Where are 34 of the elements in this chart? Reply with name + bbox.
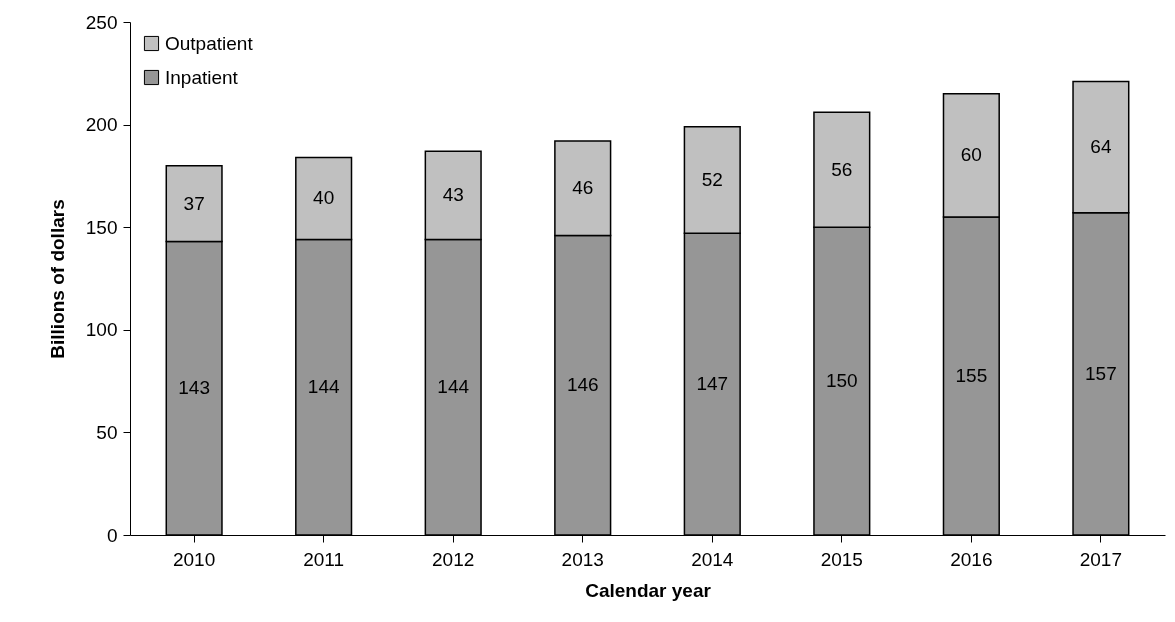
- y-tick-label: 250: [85, 11, 118, 33]
- x-tick-label: 2013: [561, 548, 604, 570]
- x-tick-label: 2015: [820, 548, 863, 570]
- x-axis-title: Calendar year: [585, 579, 712, 601]
- y-tick-label: 0: [106, 524, 118, 546]
- data-label: 147: [696, 373, 729, 395]
- data-label: 150: [825, 370, 858, 392]
- x-tick-label: 2011: [303, 548, 345, 570]
- data-label: 52: [701, 169, 723, 190]
- y-tick-label: 150: [85, 216, 118, 238]
- data-label: 37: [183, 192, 205, 214]
- data-label: 157: [1085, 362, 1117, 384]
- data-label: 64: [1090, 136, 1112, 158]
- data-label: 40: [313, 187, 335, 209]
- y-tick-label: 200: [85, 114, 118, 136]
- data-label: 43: [442, 184, 464, 206]
- x-tick-label: 2016: [950, 548, 993, 570]
- data-label: 46: [572, 177, 594, 199]
- x-tick-label: 2017: [1079, 548, 1123, 570]
- x-tick-label: 2014: [691, 548, 734, 570]
- y-tick-label: 100: [85, 319, 118, 341]
- legend-label: Outpatient: [165, 32, 254, 54]
- data-label: 144: [307, 376, 340, 398]
- x-tick-label: 2010: [172, 548, 216, 570]
- data-label: 146: [566, 374, 599, 396]
- data-label: 155: [955, 364, 988, 386]
- data-label: 60: [960, 144, 982, 166]
- y-axis-title: Billions of dollars: [46, 199, 68, 359]
- x-tick-label: 2012: [432, 548, 475, 570]
- data-label: 143: [178, 377, 210, 399]
- data-label: 56: [831, 158, 853, 180]
- y-tick-label: 50: [96, 421, 118, 443]
- legend-label: Inpatient: [165, 66, 239, 88]
- data-label: 144: [437, 376, 470, 398]
